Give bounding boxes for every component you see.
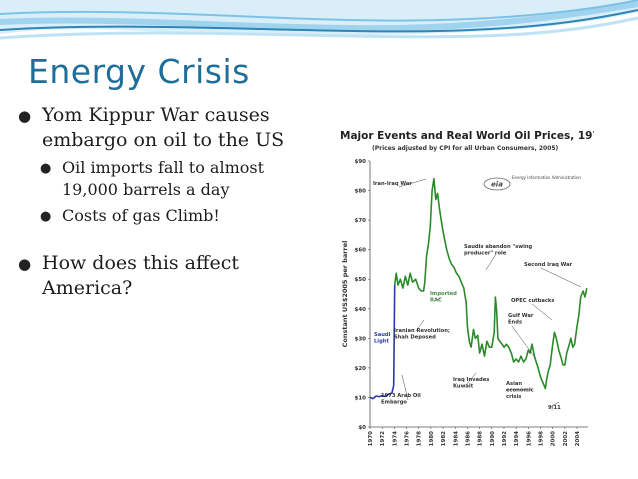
chart-svg: Major Events and Real World Oil Prices, … — [340, 130, 594, 446]
annotation-pointer — [540, 267, 582, 288]
bullet-text: Costs of gas Climb! — [62, 206, 220, 225]
eia-logo-text: eia — [491, 181, 503, 189]
annotation-label: OPEC cutbacks — [511, 298, 554, 304]
annotation-label: economic — [506, 388, 534, 394]
annotation-label: 9/11 — [548, 405, 561, 411]
y-axis-label: Constant US$2005 per barrel — [341, 241, 349, 348]
annotation-label: Saudi — [374, 332, 391, 338]
annotation-label: producer" role — [464, 251, 507, 257]
annotation-pointer — [415, 319, 425, 332]
x-tick-label: 1984 — [453, 431, 459, 446]
x-tick-label: 1972 — [380, 431, 386, 446]
annotation-label: Iranian Revolution; — [394, 328, 450, 334]
y-tick-label: $40 — [355, 307, 367, 313]
y-tick-label: $60 — [355, 248, 367, 254]
chart-subtitle: (Prices adjusted by CPI for all Urban Co… — [372, 145, 559, 152]
annotation-label: Ends — [508, 320, 522, 326]
slide-title: Energy Crisis — [28, 52, 250, 91]
annotation-label: Shah Deposed — [394, 335, 436, 341]
sub-bullet-item: ● Costs of gas Climb! — [40, 205, 318, 227]
x-tick-label: 1978 — [417, 431, 423, 446]
annotation-pointer — [549, 401, 560, 408]
sub-bullet-item: ● Oil imports fall to almost 19,000 barr… — [40, 157, 318, 201]
y-tick-label: $90 — [355, 159, 367, 165]
bullet-marker-icon: ● — [18, 255, 32, 273]
annotation-label: Gulf War — [508, 313, 534, 319]
x-tick-label: 1990 — [490, 431, 496, 446]
annotation-pointer — [531, 303, 553, 321]
x-tick-label: 1986 — [465, 431, 471, 446]
x-tick-label: 1988 — [478, 431, 484, 446]
x-tick-label: 1994 — [514, 431, 520, 446]
eia-logo-icon — [483, 177, 511, 191]
annotation-pointer — [511, 325, 537, 360]
annotation-label: RAC — [430, 298, 442, 304]
annotation-label: Kuwait — [453, 384, 474, 390]
bullet-list: ● Yom Kippur War causes embargo on oil t… — [18, 103, 318, 305]
annotation-label: Second Iraq War — [524, 262, 573, 268]
bullet-item: ● Yom Kippur War causes embargo on oil t… — [18, 103, 318, 153]
annotation-label: Iraq Invades — [453, 377, 489, 383]
x-tick-label: 1992 — [502, 431, 508, 446]
series-line-0 — [369, 285, 396, 400]
annotation-label: Iran-Iraq War — [373, 181, 412, 187]
y-tick-label: $70 — [355, 218, 367, 224]
x-tick-label: 1982 — [441, 431, 447, 446]
series-line-1 — [393, 177, 588, 390]
bullet-item: ● How does this affect America? — [18, 251, 318, 301]
annotation-label: Imported — [430, 291, 457, 297]
x-tick-label: 1980 — [429, 431, 435, 446]
annotation-label: Asian — [506, 381, 522, 387]
y-tick-label: $10 — [355, 395, 367, 401]
source-label: Energy Information Administration — [512, 175, 581, 180]
wave-header-decoration — [0, 0, 638, 40]
annotation-label: 1973 Arab Oil — [381, 393, 421, 399]
annotation-label: Embargo — [381, 400, 407, 406]
y-tick-label: $50 — [355, 277, 367, 283]
annotation-label: Saudis abandon "swing — [464, 244, 533, 250]
y-tick-label: $0 — [358, 425, 366, 431]
x-tick-label: 1998 — [539, 431, 545, 446]
x-tick-label: 1974 — [392, 431, 398, 446]
bullet-marker-icon: ● — [40, 209, 52, 224]
x-tick-label: 1976 — [405, 431, 411, 446]
annotation-pointer — [505, 388, 533, 391]
annotation-pointer — [485, 253, 497, 271]
x-tick-label: 1996 — [526, 431, 532, 446]
x-tick-label: 2002 — [563, 431, 569, 446]
annotation-pointer — [401, 374, 409, 401]
annotation-label: crisis — [506, 394, 521, 400]
annotation-pointer — [398, 178, 427, 188]
annotation-pointer — [465, 372, 477, 386]
y-tick-label: $30 — [355, 336, 367, 342]
y-tick-label: $20 — [355, 366, 367, 372]
bullet-marker-icon: ● — [40, 161, 52, 176]
annotation-label: Light — [374, 339, 389, 345]
bullet-text: How does this affect America? — [42, 252, 240, 299]
oil-price-chart: Major Events and Real World Oil Prices, … — [336, 127, 594, 446]
bullet-text: Oil imports fall to almost 19,000 barrel… — [62, 158, 265, 199]
chart-title: Major Events and Real World Oil Prices, … — [340, 130, 594, 142]
x-tick-label: 2000 — [551, 431, 557, 446]
y-tick-label: $80 — [355, 189, 367, 195]
bullet-text: Yom Kippur War causes embargo on oil to … — [42, 104, 285, 151]
annotation-pointer — [435, 297, 442, 301]
x-tick-label: 2004 — [575, 431, 581, 446]
x-tick-label: 1970 — [368, 431, 374, 446]
bullet-marker-icon: ● — [18, 107, 32, 125]
